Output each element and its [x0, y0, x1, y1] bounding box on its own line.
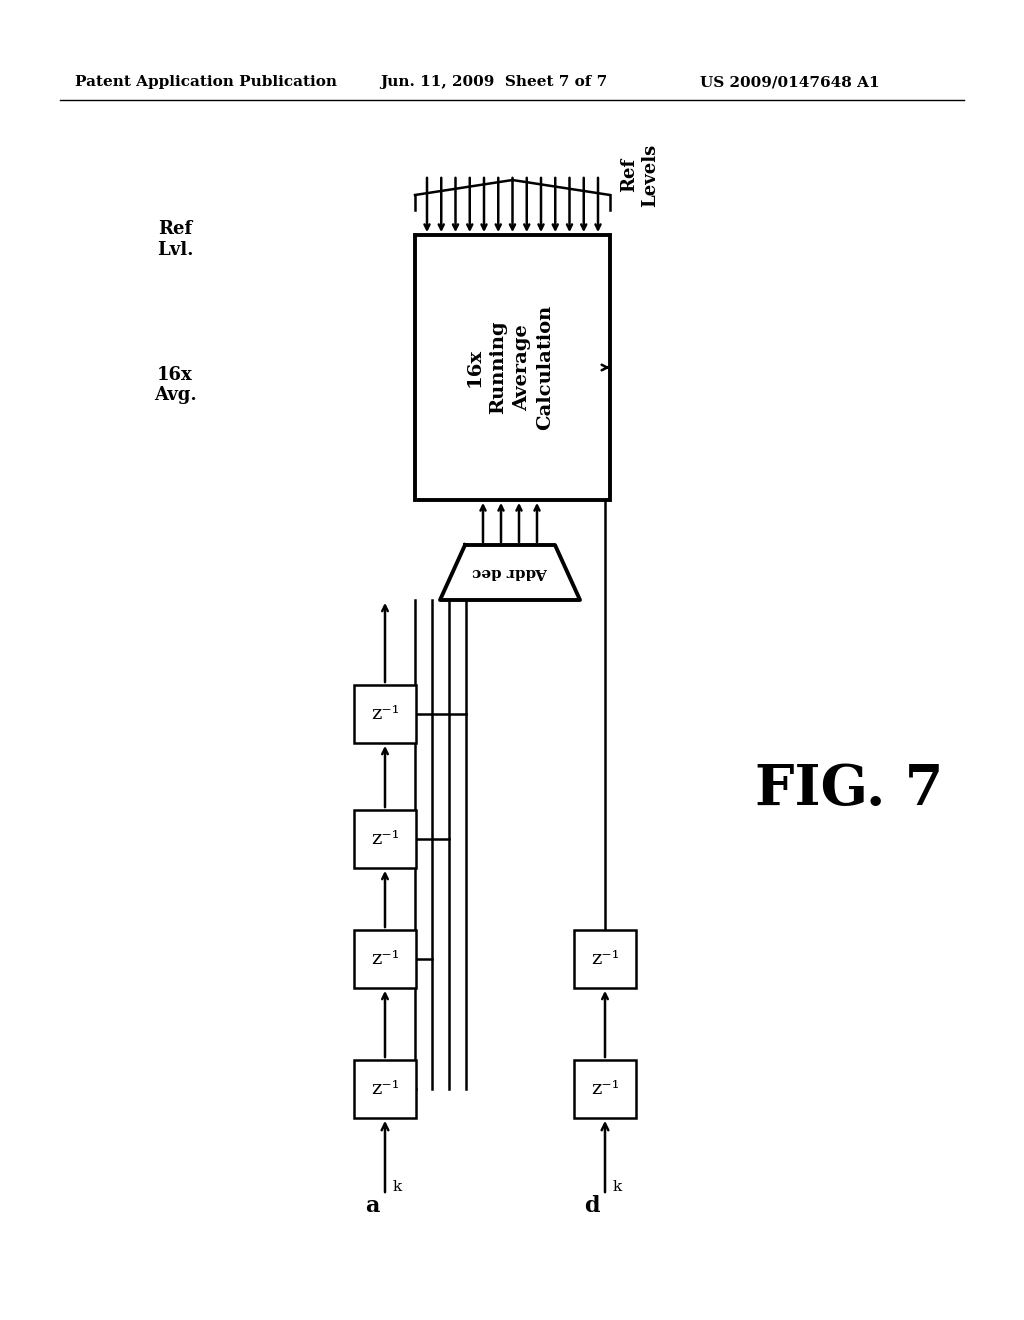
Text: z⁻¹: z⁻¹	[591, 1080, 620, 1098]
Text: 16x
Avg.: 16x Avg.	[154, 366, 197, 404]
Text: Patent Application Publication: Patent Application Publication	[75, 75, 337, 88]
Bar	[574, 931, 636, 987]
Text: z⁻¹: z⁻¹	[371, 1080, 399, 1098]
Text: z⁻¹: z⁻¹	[371, 705, 399, 723]
Polygon shape	[440, 545, 580, 601]
Text: US 2009/0147648 A1: US 2009/0147648 A1	[700, 75, 880, 88]
Bar	[354, 1060, 416, 1118]
Text: d: d	[585, 1195, 600, 1217]
Text: z⁻¹: z⁻¹	[371, 950, 399, 968]
Text: Addr dec: Addr dec	[472, 565, 548, 579]
Bar	[574, 1060, 636, 1118]
Text: Ref
Lvl.: Ref Lvl.	[157, 220, 194, 259]
Bar	[354, 931, 416, 987]
Bar	[354, 685, 416, 743]
Text: Ref
Levels: Ref Levels	[621, 144, 659, 207]
Text: 16x
Running
Average
Calculation: 16x Running Average Calculation	[466, 305, 554, 430]
Text: FIG. 7: FIG. 7	[755, 763, 943, 817]
Text: Jun. 11, 2009  Sheet 7 of 7: Jun. 11, 2009 Sheet 7 of 7	[380, 75, 607, 88]
Text: z⁻¹: z⁻¹	[591, 950, 620, 968]
Text: z⁻¹: z⁻¹	[371, 830, 399, 847]
Text: k: k	[613, 1180, 623, 1195]
Bar	[415, 235, 610, 500]
Text: k: k	[393, 1180, 402, 1195]
Bar	[354, 810, 416, 869]
Text: a: a	[366, 1195, 380, 1217]
